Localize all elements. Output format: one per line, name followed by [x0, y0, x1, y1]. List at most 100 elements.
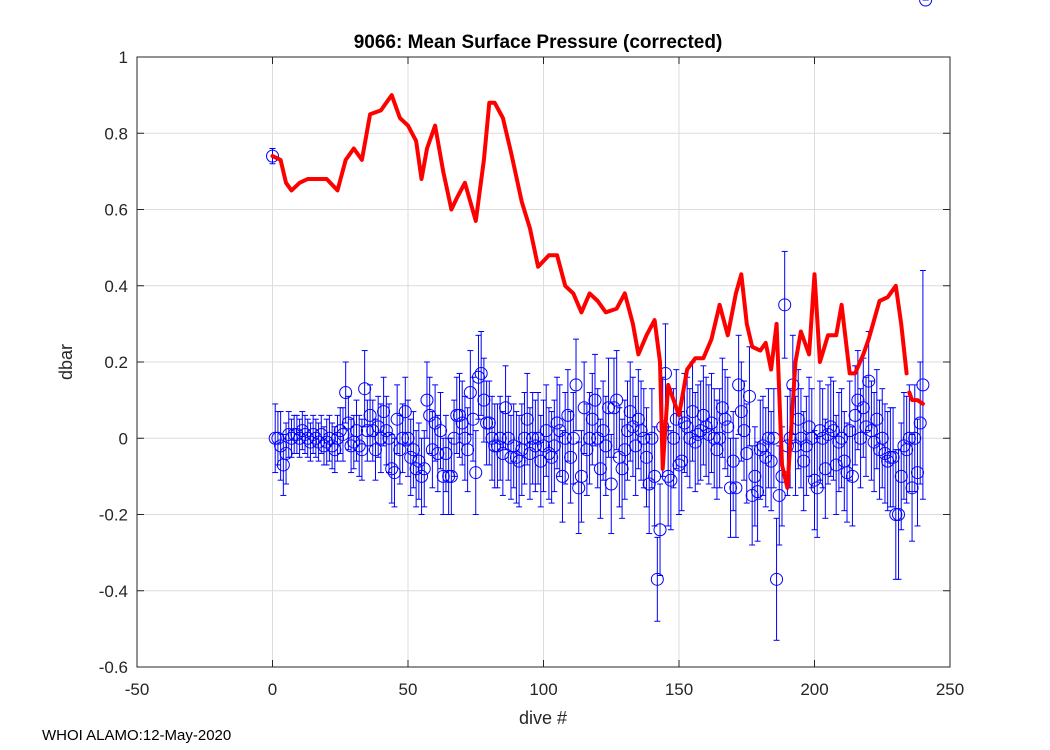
point-marker: [496, 447, 510, 460]
point-marker: [905, 481, 919, 495]
data-point: [602, 357, 616, 458]
point-marker: [431, 447, 445, 460]
data-point: [639, 407, 653, 508]
data-point: [824, 376, 838, 477]
point-marker: [854, 431, 868, 445]
data-point: [482, 380, 496, 466]
point-marker: [761, 431, 775, 445]
point-marker: [908, 431, 922, 445]
point-marker: [358, 382, 372, 396]
point-marker: [902, 431, 916, 445]
data-point: [566, 392, 580, 485]
data-point: [547, 399, 561, 493]
point-marker: [653, 523, 667, 537]
data-point: [723, 437, 737, 538]
data-point: [507, 403, 521, 489]
point-marker: [675, 454, 689, 468]
point-marker: [564, 450, 578, 464]
point-marker: [892, 508, 906, 521]
data-point: [615, 418, 629, 519]
data-point: [336, 407, 350, 462]
x-tick-label: 0: [268, 680, 277, 699]
point-marker: [463, 386, 477, 399]
data-point: [715, 357, 729, 458]
data-point: [471, 334, 485, 420]
point-marker: [645, 431, 659, 445]
point-marker: [615, 462, 629, 476]
data-point: [634, 380, 648, 481]
point-marker: [593, 462, 607, 476]
point-marker: [723, 481, 737, 495]
data-point: [284, 418, 298, 458]
point-marker: [520, 412, 534, 426]
data-point: [569, 338, 583, 432]
point-marker: [469, 466, 483, 480]
point-marker: [583, 431, 597, 445]
point-marker: [713, 431, 727, 445]
point-marker: [751, 485, 765, 499]
data-point: [875, 388, 889, 489]
point-marker: [368, 443, 382, 457]
data-point: [886, 407, 900, 508]
point-marker: [350, 424, 364, 438]
point-marker: [471, 370, 485, 384]
data-point: [664, 430, 678, 531]
data-point: [577, 361, 591, 454]
data-point: [501, 395, 515, 481]
point-marker: [596, 424, 610, 438]
data-point: [390, 384, 404, 454]
point-marker: [477, 393, 491, 407]
data-point: [574, 430, 588, 523]
data-point: [897, 392, 911, 500]
point-marker: [434, 424, 448, 438]
data-point: [829, 414, 843, 515]
point-marker: [650, 572, 664, 586]
point-marker: [826, 424, 840, 438]
data-point: [588, 353, 602, 447]
data-point: [420, 361, 434, 439]
y-tick-label: -0.6: [99, 658, 128, 677]
point-marker: [396, 431, 410, 445]
point-marker: [770, 572, 784, 586]
data-point: [629, 395, 643, 496]
data-point: [650, 536, 664, 622]
y-tick-label: -0.2: [99, 506, 128, 525]
pressure-line-group: [270, 93, 925, 490]
point-marker: [748, 469, 762, 483]
point-marker: [480, 416, 494, 430]
data-point: [415, 437, 429, 515]
point-marker: [561, 408, 575, 422]
data-point: [740, 403, 754, 504]
data-point: [637, 388, 651, 489]
data-point: [545, 411, 559, 504]
point-marker: [550, 416, 564, 430]
point-marker: [499, 401, 513, 415]
data-point: [436, 437, 450, 515]
point-marker: [629, 439, 643, 453]
data-point: [718, 369, 732, 470]
data-point: [908, 384, 922, 493]
data-point: [564, 411, 578, 504]
point-marker: [672, 458, 686, 472]
x-tick-label: -50: [125, 680, 150, 699]
point-marker: [518, 431, 532, 445]
x-tick-label: 50: [399, 680, 418, 699]
point-marker: [824, 420, 838, 434]
point-marker: [862, 374, 876, 388]
data-point: [745, 445, 759, 546]
point-marker: [266, 149, 279, 163]
point-marker: [729, 481, 743, 495]
point-marker: [778, 298, 792, 312]
point-marker: [661, 469, 675, 483]
data-point: [368, 418, 382, 481]
point-marker: [401, 431, 415, 445]
x-axis-label: dive #: [519, 708, 567, 728]
point-marker: [439, 447, 453, 460]
data-point: [683, 388, 697, 489]
point-marker: [566, 431, 580, 445]
data-point: [699, 376, 713, 477]
y-tick-label: 0.2: [104, 353, 128, 372]
point-marker: [883, 450, 897, 464]
data-point: [385, 433, 399, 504]
